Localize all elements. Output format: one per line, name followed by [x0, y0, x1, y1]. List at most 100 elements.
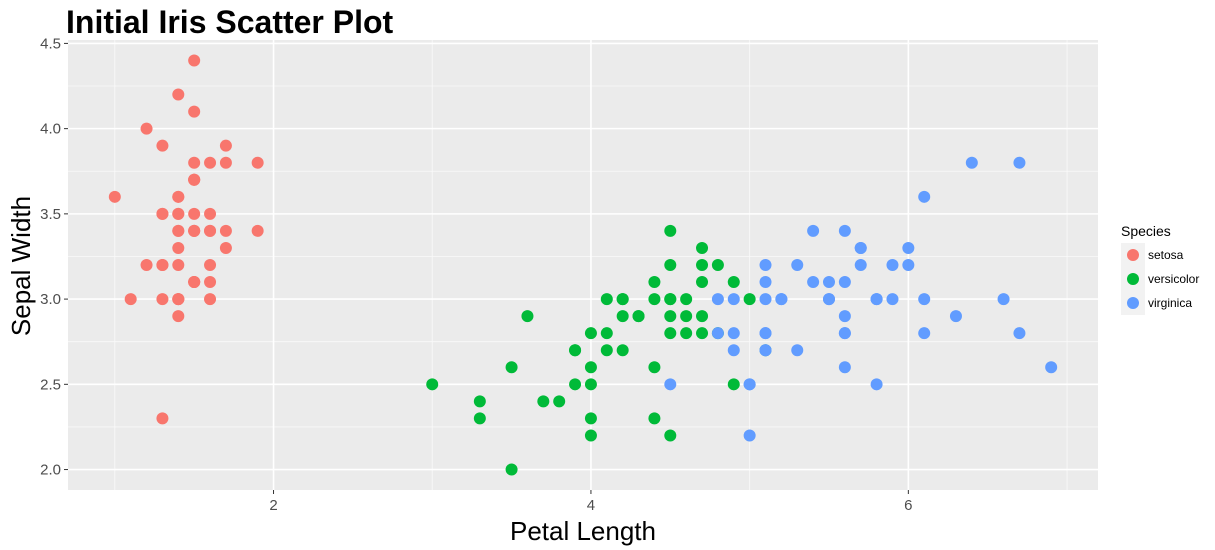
point-versicolor [632, 310, 645, 323]
point-setosa [188, 173, 201, 186]
point-virginica [791, 344, 804, 357]
point-setosa [204, 259, 217, 271]
point-virginica [838, 310, 851, 323]
point-versicolor [696, 310, 709, 323]
point-virginica [902, 241, 915, 254]
point-setosa [188, 156, 201, 169]
point-setosa [172, 88, 185, 101]
point-setosa [204, 276, 217, 289]
point-setosa [188, 224, 201, 237]
point-virginica [838, 327, 851, 340]
point-setosa [219, 241, 232, 254]
point-versicolor [505, 361, 518, 374]
point-virginica [1013, 327, 1026, 340]
point-setosa [156, 207, 169, 220]
point-virginica [727, 344, 740, 357]
point-versicolor [584, 378, 597, 391]
point-setosa [172, 207, 185, 220]
point-setosa [188, 207, 201, 220]
legend-key-virginica [1127, 297, 1139, 309]
point-versicolor [664, 259, 677, 271]
point-setosa [204, 224, 217, 237]
point-virginica [886, 259, 899, 271]
x-tick-label: 2 [269, 497, 277, 514]
point-versicolor [473, 412, 486, 425]
plot-panel [68, 40, 1098, 490]
point-virginica [711, 293, 724, 306]
point-versicolor [553, 395, 566, 408]
point-setosa [204, 156, 217, 169]
point-setosa [140, 122, 153, 135]
point-versicolor [600, 344, 613, 357]
point-setosa [124, 293, 137, 306]
point-setosa [156, 259, 169, 271]
point-setosa [156, 139, 169, 152]
y-axis: 2.0 2.5 3.0 3.5 4.0 4.5 [40, 35, 68, 479]
point-virginica [822, 276, 835, 289]
point-virginica [838, 224, 851, 237]
point-versicolor [616, 293, 629, 306]
point-setosa [219, 224, 232, 237]
point-versicolor [600, 327, 613, 340]
point-virginica [711, 327, 724, 340]
point-virginica [886, 293, 899, 306]
point-virginica [870, 293, 883, 306]
major-gridlines [68, 40, 1098, 490]
point-versicolor [505, 463, 518, 476]
point-versicolor [600, 293, 613, 306]
chart-title: Initial Iris Scatter Plot [66, 4, 394, 40]
point-versicolor [664, 310, 677, 323]
point-setosa [172, 259, 185, 271]
point-virginica [997, 293, 1010, 306]
point-versicolor [584, 327, 597, 340]
point-versicolor [696, 241, 709, 254]
point-virginica [918, 190, 931, 203]
point-virginica [727, 327, 740, 340]
point-setosa [172, 241, 185, 254]
point-versicolor [521, 310, 534, 323]
x-tick-label: 6 [904, 497, 912, 514]
point-virginica [759, 344, 772, 357]
legend-title: Species [1121, 223, 1171, 239]
point-versicolor [727, 276, 740, 289]
point-virginica [854, 241, 867, 254]
point-versicolor [664, 293, 677, 306]
point-versicolor [584, 429, 597, 442]
point-virginica [838, 361, 851, 374]
point-setosa [188, 105, 201, 118]
y-tick-label: 4.0 [40, 121, 61, 138]
point-setosa [251, 224, 264, 237]
point-setosa [251, 156, 264, 169]
point-versicolor [664, 429, 677, 442]
point-setosa [188, 276, 201, 289]
point-versicolor [537, 395, 550, 408]
point-versicolor [696, 276, 709, 289]
point-versicolor [569, 344, 582, 357]
x-axis: 2 4 6 [269, 490, 913, 514]
legend-label-virginica: virginica [1148, 296, 1192, 310]
point-versicolor [616, 310, 629, 323]
point-virginica [965, 156, 978, 169]
point-setosa [172, 293, 185, 306]
point-setosa [172, 224, 185, 237]
point-virginica [1013, 156, 1026, 169]
y-axis-title: Sepal Width [6, 196, 36, 336]
y-tick-label: 2.0 [40, 462, 61, 479]
point-versicolor [569, 378, 582, 391]
point-virginica [759, 293, 772, 306]
point-virginica [807, 276, 820, 289]
point-setosa [108, 190, 121, 203]
point-setosa [172, 310, 185, 323]
point-setosa [156, 412, 169, 425]
y-tick-label: 3.5 [40, 206, 61, 223]
point-virginica [743, 378, 756, 391]
y-tick-label: 2.5 [40, 376, 61, 393]
point-virginica [791, 259, 804, 271]
point-virginica [822, 293, 835, 306]
point-versicolor [426, 378, 439, 391]
legend-label-setosa: setosa [1148, 248, 1184, 262]
point-versicolor [648, 361, 661, 374]
point-virginica [759, 259, 772, 271]
x-tick-label: 4 [587, 497, 595, 514]
